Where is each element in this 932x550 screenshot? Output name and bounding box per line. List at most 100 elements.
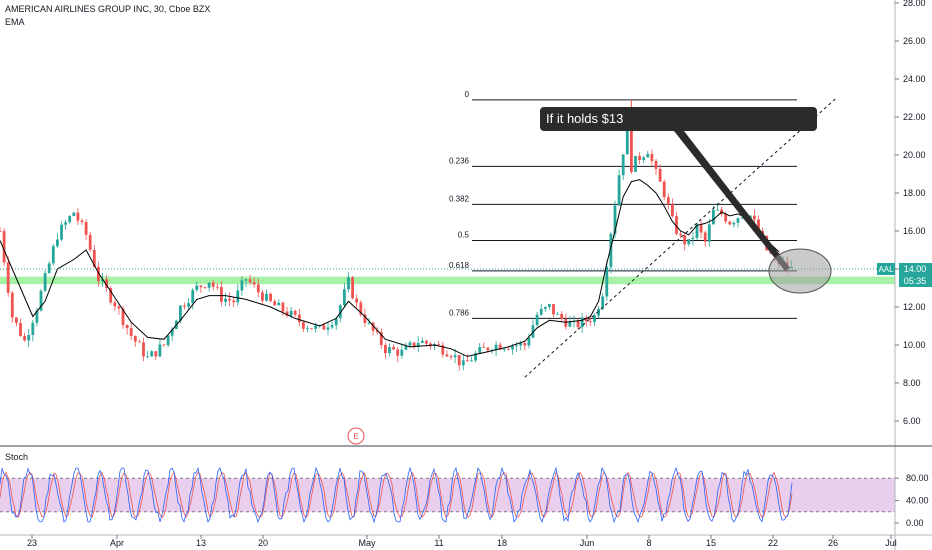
candle-body xyxy=(699,224,703,233)
candle-body xyxy=(183,305,186,307)
candle-body xyxy=(310,328,313,330)
candle-body xyxy=(129,328,133,336)
candle-body xyxy=(584,317,588,322)
candle-body xyxy=(302,322,305,329)
candle-body xyxy=(523,343,527,346)
candle-body xyxy=(740,217,744,219)
candle-body xyxy=(498,344,502,350)
candle-body xyxy=(355,298,359,303)
candle-body xyxy=(367,322,371,324)
candle-body xyxy=(695,224,699,238)
candle-body xyxy=(334,318,338,326)
time-tick-label: Apr xyxy=(110,538,124,548)
stoch-indicator-label[interactable]: Stoch xyxy=(5,452,29,462)
candle-body xyxy=(113,302,117,307)
price-badge-bg xyxy=(899,263,932,287)
candle-body xyxy=(80,220,84,223)
candle-body xyxy=(474,353,477,361)
candle-body xyxy=(39,290,43,311)
fib-level-label: 0.786 xyxy=(449,308,470,317)
candle-body xyxy=(466,360,469,362)
candle-body xyxy=(47,263,51,273)
candle-body xyxy=(576,320,580,328)
candle-body xyxy=(166,335,170,346)
candle-body xyxy=(265,293,268,301)
time-tick-label: Jun xyxy=(580,538,595,548)
candle-body xyxy=(507,349,510,350)
price-tick-label: 28.00 xyxy=(903,0,926,8)
candle-body xyxy=(388,346,391,354)
time-tick-label: 22 xyxy=(768,538,778,548)
candle-body xyxy=(445,354,449,357)
candle-body xyxy=(392,346,395,350)
candle-body xyxy=(539,308,543,315)
candle-body xyxy=(248,279,252,283)
candle-body xyxy=(412,342,416,347)
candle-body xyxy=(252,282,256,285)
candle-body xyxy=(285,311,289,316)
candle-body xyxy=(609,233,613,268)
candle-body xyxy=(121,308,125,325)
candle-body xyxy=(43,272,47,291)
candle-body xyxy=(666,197,670,205)
earnings-marker-label: E xyxy=(353,432,358,441)
time-tick-label: 23 xyxy=(27,538,37,548)
time-tick-label: 26 xyxy=(828,538,838,548)
price-badge: AAL 14.00 05:35 xyxy=(877,263,932,287)
candle-body xyxy=(31,322,35,335)
candle-body xyxy=(35,310,39,323)
candle-body xyxy=(732,222,736,225)
candle-body xyxy=(679,233,682,236)
fib-level-label: 0 xyxy=(465,90,470,99)
candle-body xyxy=(634,155,637,172)
candle-body xyxy=(240,280,244,291)
earnings-marker xyxy=(347,427,365,445)
candle-body xyxy=(396,349,400,356)
drawing-tools[interactable]: E xyxy=(347,97,837,445)
candle-body xyxy=(724,214,728,222)
candle-body xyxy=(691,237,695,240)
annotation-callout[interactable]: If it holds $13 xyxy=(540,107,817,131)
time-tick-label: Jul xyxy=(885,538,897,548)
candle-body xyxy=(625,122,629,155)
candle-body xyxy=(453,355,457,358)
price-tick-label: 8.00 xyxy=(903,378,921,388)
candle-body xyxy=(515,345,518,347)
candle-body xyxy=(511,345,514,350)
candle-body xyxy=(552,304,555,315)
candle-body xyxy=(142,342,145,357)
price-tick-label: 10.00 xyxy=(903,340,926,350)
candle-body xyxy=(736,218,740,223)
candle-body xyxy=(232,300,236,303)
time-tick-label: 18 xyxy=(497,538,507,548)
time-tick-label: 15 xyxy=(706,538,716,548)
ema-indicator-label[interactable]: EMA xyxy=(5,17,25,27)
candle-body xyxy=(597,308,600,316)
candle-body xyxy=(146,356,149,358)
symbol-title: AMERICAN AIRLINES GROUP INC, 30, Cboe BZ… xyxy=(5,4,211,14)
candle-body xyxy=(19,322,22,336)
candle-body xyxy=(404,345,408,350)
candle-body xyxy=(261,292,264,301)
candle-body xyxy=(593,315,596,323)
candle-body xyxy=(379,332,383,345)
candle-body xyxy=(199,285,203,288)
candle-body xyxy=(675,216,678,234)
candle-body xyxy=(256,284,260,293)
candle-body xyxy=(384,344,387,354)
price-tick-label: 20.00 xyxy=(903,150,926,160)
candle-body xyxy=(482,347,486,348)
candle-body xyxy=(494,344,498,351)
candle-body xyxy=(650,153,654,161)
candle-body xyxy=(425,340,428,344)
candle-body xyxy=(220,287,223,302)
stoch-tick-label: 40.00 xyxy=(906,496,929,506)
price-badge-countdown: 05:35 xyxy=(904,276,927,286)
candle-body xyxy=(654,160,658,169)
candle-body xyxy=(76,212,80,221)
fib-trend-line xyxy=(524,97,837,378)
candle-body xyxy=(662,181,666,198)
candle-body xyxy=(203,287,207,288)
candle-body xyxy=(97,266,100,282)
